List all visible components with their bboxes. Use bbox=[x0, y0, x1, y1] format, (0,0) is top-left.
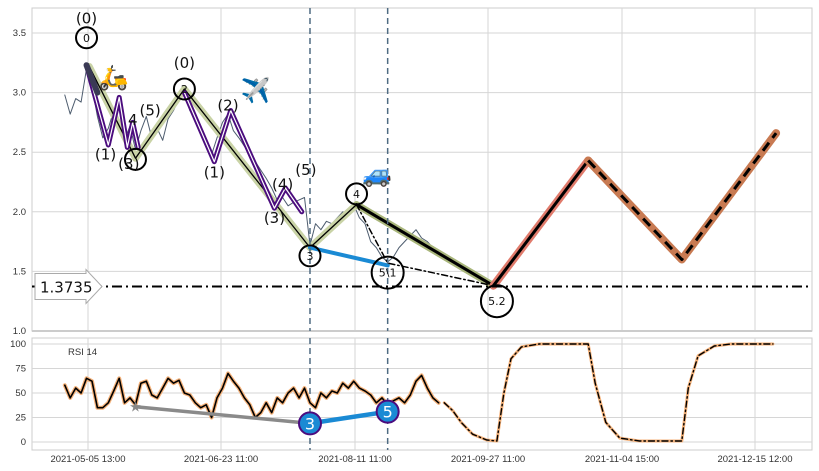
wave-circle-label: 4 bbox=[353, 188, 360, 201]
star-icon: ★ bbox=[129, 399, 142, 415]
wave-circle-label: 5\1 bbox=[379, 267, 397, 280]
subwave-2-inner bbox=[183, 91, 303, 213]
subwave-1-inner bbox=[85, 64, 139, 148]
y-tick-label: 3.5 bbox=[13, 28, 26, 39]
rsi-wave-marker bbox=[375, 399, 400, 424]
wave-circle-label: 2 bbox=[181, 83, 188, 96]
wave-label: (3) bbox=[264, 209, 285, 227]
rsi-wave-marker-label: 5 bbox=[383, 403, 393, 422]
wave-circle bbox=[479, 284, 514, 319]
wave-label: (5) bbox=[295, 161, 316, 179]
x-tick-label: 2021-05-05 13:00 bbox=[50, 454, 125, 465]
forecast-down-line bbox=[587, 132, 778, 261]
x-tick-label: 2021-08-11 11:00 bbox=[318, 454, 392, 465]
price-panel bbox=[31, 7, 813, 332]
rsi-y-tick-label: 0 bbox=[21, 437, 26, 448]
wave-structure-line-bold bbox=[355, 203, 495, 288]
y-tick-label: 3.0 bbox=[13, 88, 26, 99]
x-tick-label: 2021-11-04 15:00 bbox=[585, 454, 659, 465]
level-label-arrow bbox=[34, 268, 103, 305]
rsi-line bbox=[64, 372, 440, 419]
rsi-y-tick-label: 75 bbox=[15, 364, 26, 375]
y-tick-label: 1.0 bbox=[13, 326, 26, 337]
rsi-wave-marker-label: 3 bbox=[305, 414, 315, 433]
forecast-up-line bbox=[491, 159, 590, 288]
wave-label: (4) bbox=[272, 175, 293, 193]
wave-circle-label: 0 bbox=[83, 32, 90, 45]
rsi-forecast-line bbox=[443, 343, 774, 442]
wave-circle bbox=[298, 244, 322, 268]
wave-circle-label: 3 bbox=[306, 250, 313, 263]
wave-label: (3) bbox=[118, 155, 139, 173]
wave-circle bbox=[75, 26, 99, 50]
x-tick-label: 2021-06-23 11:00 bbox=[184, 454, 258, 465]
y-tick-label: 1.5 bbox=[13, 266, 26, 277]
wave-label: (5) bbox=[139, 101, 160, 119]
rsi-wave-marker bbox=[297, 411, 322, 436]
dashdot-projection bbox=[355, 203, 495, 287]
x-tick-label: 2021-09-27 11:00 bbox=[451, 454, 525, 465]
wave-label: (2) bbox=[217, 97, 238, 115]
y-tick-label: 2.0 bbox=[13, 207, 26, 218]
wave-circle bbox=[345, 182, 369, 206]
wave-circle bbox=[123, 147, 147, 171]
rsi-panel-title: RSI 14 bbox=[68, 347, 97, 358]
subwave-start-marker bbox=[83, 62, 101, 96]
car-icon: 🚙 bbox=[362, 161, 392, 188]
scooter-icon: 🛵 bbox=[99, 64, 129, 91]
rsi-panel bbox=[31, 337, 813, 451]
wave-label: (0) bbox=[76, 10, 97, 28]
rsi-gray-trend-line bbox=[133, 404, 312, 426]
wave-circle-label: 5.2 bbox=[488, 295, 506, 308]
wave-label: (1) bbox=[204, 163, 225, 181]
level-label: 1.3735 bbox=[40, 278, 93, 296]
wave-label: (1) bbox=[95, 146, 116, 164]
rsi-y-tick-label: 50 bbox=[15, 388, 26, 399]
wave-circle bbox=[370, 255, 405, 290]
wave-structure-line bbox=[88, 65, 358, 249]
wave-label: (0) bbox=[174, 54, 195, 72]
wave-label: 4 bbox=[128, 111, 138, 129]
x-tick-label: 2021-12-15 12:00 bbox=[717, 454, 792, 465]
y-tick-label: 2.5 bbox=[13, 147, 26, 158]
rsi-y-tick-label: 25 bbox=[15, 413, 26, 424]
wave-circle bbox=[172, 77, 196, 101]
airplane-icon: ✈️ bbox=[241, 76, 271, 105]
rsi-y-tick-label: 100 bbox=[10, 339, 26, 350]
rsi-blue-trend-line bbox=[307, 409, 390, 426]
